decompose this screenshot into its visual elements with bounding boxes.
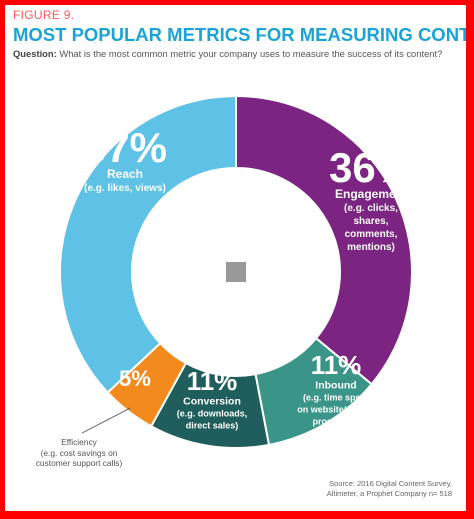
center-placeholder-square xyxy=(226,262,246,282)
pct-label-efficiency: 5% xyxy=(119,366,151,391)
figure-label: FIGURE 9. xyxy=(13,8,75,22)
efficiency-callout: Efficiency (e.g. cost savings on custome… xyxy=(19,437,139,469)
pct-label-inbound: 11% xyxy=(311,350,362,380)
efficiency-leader-line xyxy=(81,407,131,434)
survey-question: Question: What is the most common metric… xyxy=(13,48,463,59)
desc-label-engagement-3: comments, xyxy=(345,229,398,240)
desc-label-engagement-2: shares, xyxy=(353,216,388,227)
desc-label-inbound-1: (e.g. time spent xyxy=(303,393,369,403)
infographic-frame: FIGURE 9. MOST POPULAR METRICS FOR MEASU… xyxy=(5,5,466,511)
question-prefix: Question: xyxy=(13,48,57,59)
desc-label-inbound-2: on website/owned xyxy=(297,405,375,415)
slice-engagement xyxy=(235,94,413,386)
slice-reach xyxy=(59,94,237,394)
name-label-inbound: Inbound xyxy=(315,380,356,392)
desc-label-inbound-3: properties) xyxy=(312,417,359,427)
efficiency-callout-name: Efficiency xyxy=(61,437,97,447)
source-line-1: Source: 2016 Digital Content Survey, xyxy=(329,479,452,488)
desc-label-conversion-2: direct sales) xyxy=(186,421,239,431)
name-label-reach: Reach xyxy=(107,167,143,181)
pct-label-reach: 37% xyxy=(83,124,167,171)
pct-label-conversion: 11% xyxy=(187,366,238,396)
pct-label-engagement: 36% xyxy=(329,144,413,191)
efficiency-callout-desc-2: customer support calls) xyxy=(35,458,123,468)
desc-label-engagement-1: (e.g. clicks, xyxy=(344,203,398,214)
donut-chart: 36%Engagement (e.g. clicks, shares, comment… xyxy=(59,94,413,449)
chart-title: MOST POPULAR METRICS FOR MEASURING CONTE… xyxy=(13,24,466,45)
source-note: Source: 2016 Digital Content Survey, Alt… xyxy=(327,479,452,499)
desc-label-reach-1: (e.g. likes, views) xyxy=(84,183,166,194)
source-line-2: Altimeter, a Prophet Company n= 518 xyxy=(326,489,452,498)
desc-label-engagement-4: mentions) xyxy=(347,242,395,253)
desc-label-conversion-1: (e.g. downloads, xyxy=(177,409,248,419)
name-label-engagement: Engagement xyxy=(335,187,407,201)
question-text: What is the most common metric your comp… xyxy=(59,48,443,59)
name-label-conversion: Conversion xyxy=(183,396,241,408)
efficiency-callout-desc-1: (e.g. cost savings on xyxy=(40,447,118,458)
